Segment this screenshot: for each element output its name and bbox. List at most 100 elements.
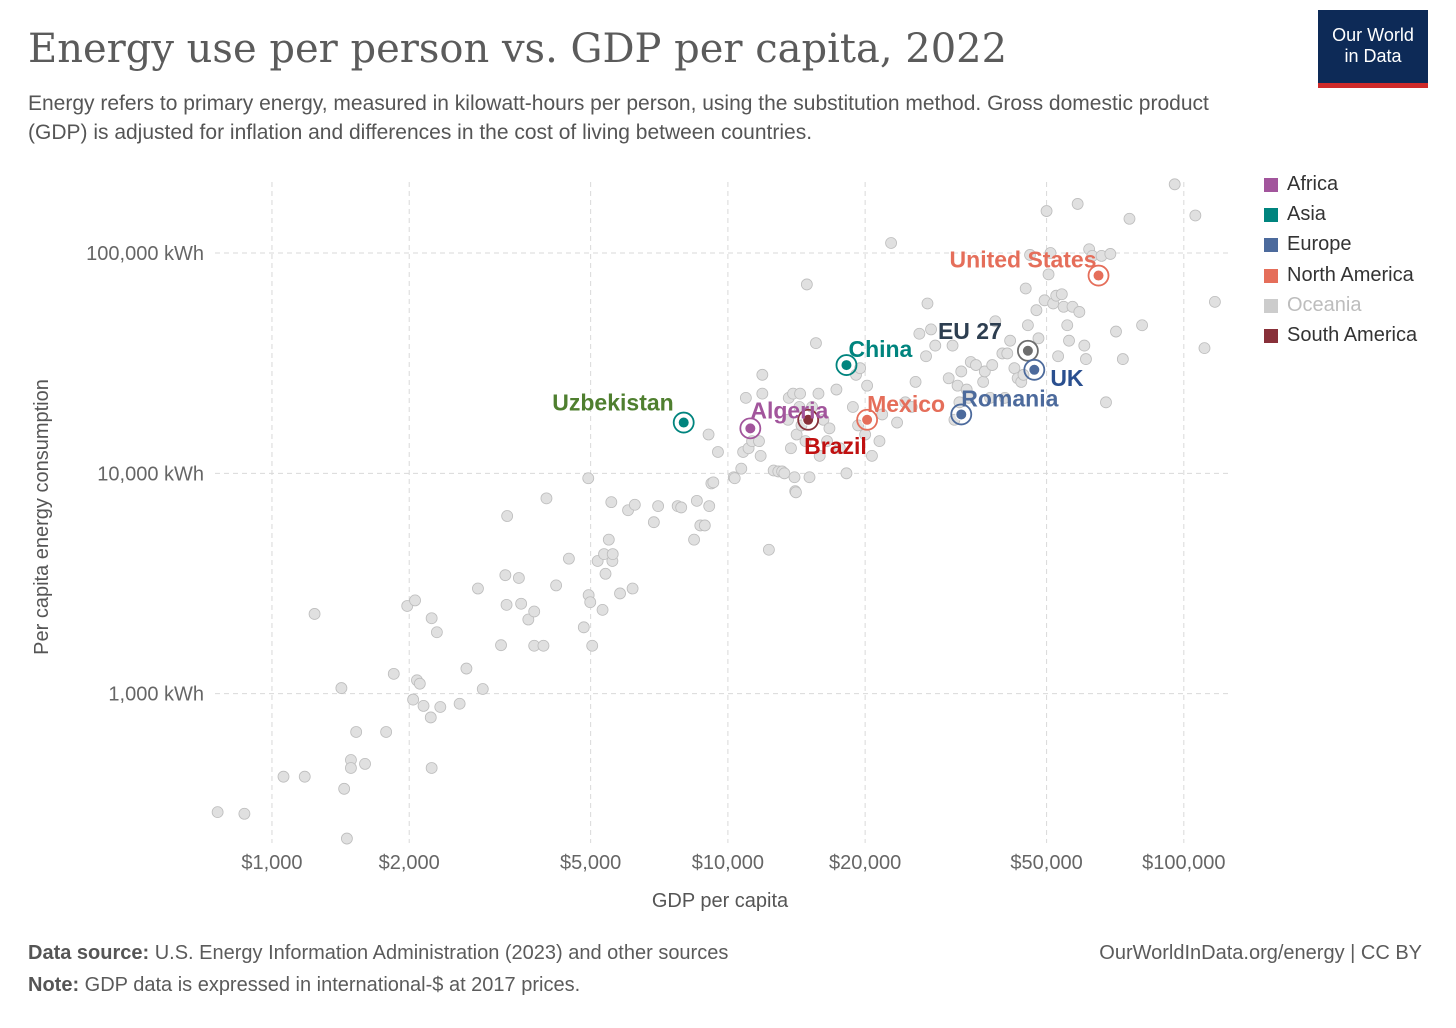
data-point[interactable]	[1055, 288, 1068, 301]
data-point[interactable]	[584, 596, 597, 609]
data-point[interactable]	[876, 408, 889, 421]
data-point[interactable]	[647, 516, 660, 529]
data-point[interactable]	[1042, 268, 1055, 281]
highlight-point[interactable]	[802, 413, 815, 426]
data-point[interactable]	[986, 359, 999, 371]
data-point[interactable]	[920, 350, 932, 363]
data-point[interactable]	[434, 701, 447, 713]
data-point[interactable]	[407, 693, 420, 706]
data-point[interactable]	[522, 613, 535, 626]
data-point[interactable]	[238, 807, 251, 820]
data-point[interactable]	[345, 762, 357, 774]
data-point[interactable]	[833, 442, 846, 455]
data-point[interactable]	[823, 422, 836, 435]
data-point[interactable]	[1008, 362, 1021, 375]
data-point[interactable]	[596, 603, 609, 616]
data-point[interactable]	[628, 498, 641, 511]
data-point[interactable]	[739, 391, 752, 404]
data-point[interactable]	[599, 567, 612, 580]
data-point[interactable]	[756, 368, 769, 381]
data-point[interactable]	[1123, 212, 1136, 225]
data-point[interactable]	[424, 711, 437, 724]
data-point[interactable]	[540, 492, 553, 505]
data-point[interactable]	[1071, 198, 1084, 210]
data-point[interactable]	[476, 683, 489, 695]
data-point[interactable]	[925, 323, 937, 336]
data-point[interactable]	[1019, 282, 1032, 295]
data-point[interactable]	[790, 486, 802, 499]
data-point[interactable]	[785, 442, 797, 455]
data-point[interactable]	[1104, 248, 1117, 260]
data-point[interactable]	[788, 471, 801, 484]
data-point[interactable]	[970, 359, 982, 371]
data-point[interactable]	[946, 339, 959, 352]
data-point[interactable]	[550, 579, 563, 592]
data-point[interactable]	[338, 782, 351, 795]
data-point[interactable]	[409, 594, 421, 607]
data-point[interactable]	[1100, 396, 1112, 409]
data-point[interactable]	[1004, 334, 1017, 347]
data-point[interactable]	[417, 699, 430, 712]
data-point[interactable]	[298, 770, 311, 783]
data-point[interactable]	[1024, 249, 1036, 261]
data-point[interactable]	[913, 327, 926, 340]
data-point[interactable]	[1073, 306, 1086, 318]
data-point[interactable]	[1168, 178, 1181, 191]
data-point[interactable]	[885, 237, 897, 249]
data-point[interactable]	[528, 605, 541, 618]
data-point[interactable]	[1001, 347, 1014, 360]
data-point[interactable]	[735, 462, 748, 475]
data-point[interactable]	[340, 832, 353, 845]
data-point[interactable]	[790, 428, 803, 441]
data-point[interactable]	[582, 472, 595, 485]
data-point[interactable]	[387, 667, 400, 680]
data-point[interactable]	[1116, 353, 1129, 365]
data-point[interactable]	[562, 552, 575, 565]
data-point[interactable]	[308, 608, 321, 620]
data-point[interactable]	[460, 662, 473, 675]
data-point[interactable]	[794, 387, 806, 400]
data-point[interactable]	[430, 626, 443, 639]
data-point[interactable]	[942, 372, 955, 385]
data-point[interactable]	[799, 435, 812, 448]
data-point[interactable]	[810, 337, 822, 349]
data-point[interactable]	[840, 467, 853, 480]
data-point[interactable]	[753, 435, 765, 448]
data-point[interactable]	[873, 435, 886, 448]
data-point[interactable]	[495, 639, 507, 652]
data-point[interactable]	[929, 339, 942, 352]
data-point[interactable]	[577, 621, 590, 634]
data-point[interactable]	[472, 582, 484, 595]
data-point[interactable]	[1061, 319, 1074, 332]
data-point[interactable]	[501, 510, 514, 522]
data-point[interactable]	[277, 770, 290, 783]
data-point[interactable]	[380, 726, 393, 738]
data-point[interactable]	[793, 401, 806, 413]
data-point[interactable]	[846, 401, 859, 413]
data-point[interactable]	[602, 533, 615, 546]
data-point[interactable]	[762, 543, 775, 556]
data-point[interactable]	[698, 519, 711, 532]
data-point[interactable]	[984, 391, 997, 404]
data-point[interactable]	[707, 476, 720, 489]
data-point[interactable]	[782, 413, 794, 426]
data-point[interactable]	[1040, 205, 1053, 217]
data-point[interactable]	[614, 587, 626, 600]
highlight-point[interactable]	[955, 408, 968, 421]
highlight-point[interactable]	[1092, 269, 1105, 282]
data-point[interactable]	[778, 467, 791, 480]
data-point[interactable]	[1044, 247, 1057, 259]
data-point[interactable]	[1032, 332, 1045, 345]
data-point[interactable]	[512, 572, 525, 584]
data-point[interactable]	[1136, 319, 1148, 332]
owid-logo[interactable]: Our World in Data	[1318, 10, 1428, 88]
data-point[interactable]	[1080, 353, 1092, 365]
data-point[interactable]	[712, 446, 724, 458]
data-point[interactable]	[1063, 334, 1075, 347]
highlight-point[interactable]	[677, 416, 690, 429]
data-point[interactable]	[1198, 342, 1211, 355]
data-point[interactable]	[652, 500, 665, 513]
data-point[interactable]	[335, 682, 348, 694]
data-point[interactable]	[813, 449, 826, 462]
data-point[interactable]	[1030, 304, 1043, 317]
